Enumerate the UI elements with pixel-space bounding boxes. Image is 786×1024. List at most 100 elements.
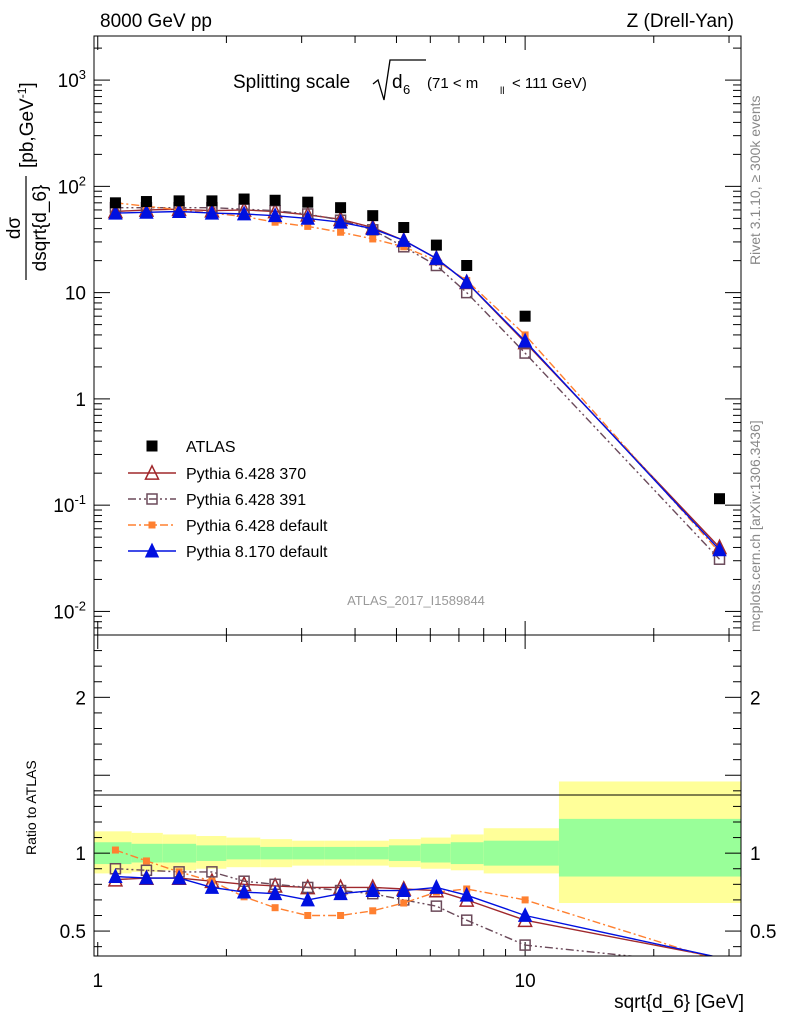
main-y-tick-label: 10 xyxy=(65,284,86,305)
main-point-atlas xyxy=(367,210,379,222)
band-inner-segment xyxy=(388,845,421,861)
ratio-line-pythia-6-428-default xyxy=(115,849,707,956)
legend-marker xyxy=(146,440,158,452)
band-inner-segment xyxy=(196,845,227,861)
legend-entry: Pythia 6.428 default xyxy=(128,518,328,535)
main-point-atlas xyxy=(430,239,442,251)
ratio-y-tick-label-right: 1 xyxy=(750,844,761,865)
main-point-atlas xyxy=(519,310,531,322)
ratio-point-pythia-6-428-default xyxy=(111,846,119,854)
main-point-atlas xyxy=(302,196,314,208)
ratio-panel-frame xyxy=(93,634,742,957)
ratio-uncertainty-band xyxy=(94,781,741,904)
main-y-tick-label: 103 xyxy=(58,67,86,92)
legend-label: Pythia 6.428 default xyxy=(186,518,328,535)
main-point-pythia-8-170-default xyxy=(171,203,187,218)
legend-marker xyxy=(148,521,156,529)
ratio-y-tick-label: 0.5 xyxy=(60,922,86,943)
band-inner-segment xyxy=(260,846,293,860)
main-point-pythia-8-170-default xyxy=(333,213,348,229)
sqrt-sign-icon xyxy=(372,59,426,101)
main-point-atlas xyxy=(461,260,473,272)
band-inner-segment xyxy=(450,842,484,865)
title-var: d xyxy=(392,72,403,93)
band-inner-segment xyxy=(131,843,163,863)
x-axis-label: sqrt{d_6} [GeV] xyxy=(614,992,744,1013)
legend-label: Pythia 6.428 370 xyxy=(186,466,306,483)
ratio-y-tick-label-right: 2 xyxy=(750,688,761,709)
rivet-label: Rivet 3.1.10, ≥ 300k events xyxy=(747,95,763,265)
ratio-point-pythia-8-170-default xyxy=(333,885,348,901)
ratio-axis-ticks: 1 10 0.5 0.5 1 1 2 2 xyxy=(60,635,776,992)
title-range-open: (71 < m xyxy=(427,75,478,92)
title-range-sub: ll xyxy=(500,86,504,97)
ratio-point-pythia-8-170-default xyxy=(459,886,474,902)
main-point-pythia-8-170-default xyxy=(267,207,283,223)
main-point-pythia-6-428-default xyxy=(304,222,312,230)
ratio-point-pythia-8-170-default xyxy=(236,883,252,899)
legend-entry: Pythia 8.170 default xyxy=(128,542,328,561)
ylabel-units: [pb,GeV-1] xyxy=(15,82,38,168)
ratio-point-pythia-6-428-391 xyxy=(460,914,473,926)
ylabel-den: dsqrt{d_6} xyxy=(30,185,51,272)
ratio-point-pythia-8-170-default xyxy=(139,869,154,885)
main-point-pythia-8-170-default xyxy=(204,204,220,220)
band-inner-segment xyxy=(483,840,559,866)
legend-marker xyxy=(144,542,160,558)
ratio-point-pythia-8-170-default xyxy=(108,868,123,883)
main-point-pythia-8-170-default xyxy=(108,204,123,220)
main-point-pythia-8-170-default xyxy=(236,205,252,221)
x-tick-label: 10 xyxy=(515,971,536,992)
band-inner-segment xyxy=(226,845,261,860)
main-point-pythia-8-170-default xyxy=(517,332,533,348)
ratio-point-pythia-8-170-default xyxy=(171,869,187,885)
main-point-atlas xyxy=(335,202,347,214)
main-point-atlas xyxy=(238,193,250,205)
band-inner-segment xyxy=(558,818,741,877)
main-y-tick-label: 1 xyxy=(75,390,86,411)
ratio-y-tick-label-right: 0.5 xyxy=(750,922,776,943)
energy-label: 8000 GeV pp xyxy=(100,11,212,32)
main-point-pythia-8-170-default xyxy=(396,231,411,247)
main-line-pythia-8-170-default xyxy=(115,210,721,551)
title-range-close: < 111 GeV) xyxy=(512,75,587,92)
ratio-point-pythia-6-428-default xyxy=(271,904,279,912)
ratio-y-tick-label: 1 xyxy=(75,844,86,865)
main-y-label: dσ dsqrt{d_6} [pb,GeV-1] xyxy=(4,82,51,280)
main-point-atlas xyxy=(714,493,726,505)
main-line-pythia-6-428-default xyxy=(115,202,721,553)
main-point-atlas xyxy=(206,195,218,207)
ratio-series-layer xyxy=(107,846,716,956)
legend-marker xyxy=(144,464,160,480)
ratio-point-pythia-8-170-default xyxy=(267,885,283,901)
main-point-pythia-6-428-default xyxy=(337,228,345,236)
main-point-atlas xyxy=(398,222,410,234)
ratio-point-pythia-6-428-default xyxy=(521,896,529,904)
legend-label: ATLAS xyxy=(186,439,236,456)
legend-marker xyxy=(146,493,158,505)
main-point-pythia-8-170-default xyxy=(459,273,474,289)
ratio-line-pythia-8-170-default xyxy=(115,875,716,956)
main-point-pythia-6-428-391 xyxy=(519,347,531,359)
ratio-y-tick-label: 2 xyxy=(75,688,86,709)
legend-label: Pythia 6.428 391 xyxy=(186,492,306,509)
title-var-sub: 6 xyxy=(403,82,410,97)
main-axis-ticks: 10-2 10-1 1 10 102 103 xyxy=(53,36,741,636)
main-series-layer xyxy=(107,193,728,565)
ratio-point-pythia-6-428-default xyxy=(337,911,345,919)
main-point-pythia-6-428-default xyxy=(271,218,279,226)
title-prefix: Splitting scale xyxy=(233,72,350,93)
main-clip-group xyxy=(107,193,728,565)
main-point-atlas xyxy=(140,196,152,208)
ratio-point-pythia-8-170-default xyxy=(365,882,380,898)
ratio-clip-group xyxy=(107,846,716,956)
band-inner-segment xyxy=(324,846,356,860)
ratio-point-pythia-6-428-391 xyxy=(519,939,531,951)
ratio-point-pythia-6-428-default xyxy=(142,857,150,865)
ratio-point-pythia-8-170-default xyxy=(429,879,444,894)
plot-title: Splitting scale d 6 (71 < m ll < 111 GeV… xyxy=(233,59,587,101)
process-label: Z (Drell-Yan) xyxy=(627,11,734,32)
mcplots-label: mcplots.cern.ch [arXiv:1306.3436] xyxy=(747,420,763,632)
main-y-tick-label: 10-1 xyxy=(53,492,86,517)
